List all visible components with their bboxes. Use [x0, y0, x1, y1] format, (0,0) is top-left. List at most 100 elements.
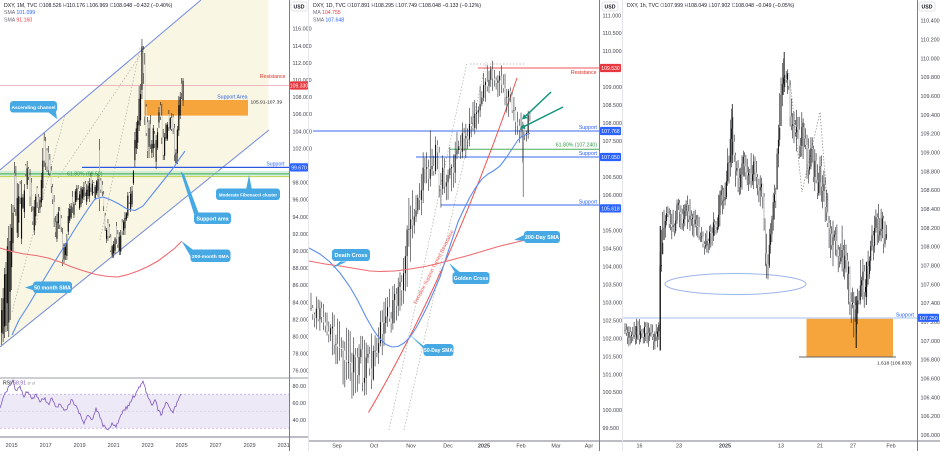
svg-text:78.000: 78.000 [293, 352, 310, 358]
svg-text:MA 104.755: MA 104.755 [313, 10, 341, 16]
svg-text:106.000: 106.000 [293, 112, 313, 118]
svg-text:106.400: 106.400 [921, 395, 940, 401]
svg-text:106.000: 106.000 [921, 433, 940, 439]
svg-text:108.400: 108.400 [921, 207, 940, 213]
svg-text:Golden Cross: Golden Cross [454, 276, 489, 282]
svg-text:100.500: 100.500 [603, 390, 623, 396]
svg-text:2029: 2029 [244, 443, 256, 449]
svg-text:Oct: Oct [370, 444, 379, 450]
svg-text:200-Day SMA: 200-Day SMA [525, 235, 559, 241]
svg-text:RSI 58.91 ⌀ ⌀: RSI 58.91 ⌀ ⌀ [3, 381, 35, 387]
svg-text:106.200: 106.200 [921, 414, 940, 420]
svg-text:2027: 2027 [210, 443, 222, 449]
svg-text:DXY, 1M, TVC O108.526 H110.176: DXY, 1M, TVC O108.526 H110.176 L106.969 … [4, 3, 172, 9]
svg-text:111.000: 111.000 [603, 13, 622, 19]
svg-text:108.000: 108.000 [293, 95, 313, 101]
svg-text:60.00: 60.00 [293, 401, 307, 407]
svg-text:Sep: Sep [332, 444, 342, 450]
svg-text:USD: USD [605, 5, 616, 11]
svg-text:84.000: 84.000 [293, 300, 310, 306]
svg-text:102.000: 102.000 [293, 146, 313, 152]
svg-text:108.200: 108.200 [921, 226, 940, 232]
svg-text:109.530: 109.530 [601, 66, 620, 72]
svg-text:USD: USD [922, 5, 933, 11]
svg-text:101.500: 101.500 [603, 354, 623, 360]
svg-text:Resistance: Resistance [260, 74, 286, 80]
svg-text:Support area: Support area [197, 216, 229, 222]
svg-text:80.000: 80.000 [293, 335, 310, 341]
svg-text:50-Day SMA: 50-Day SMA [424, 348, 453, 354]
svg-text:107.500: 107.500 [603, 139, 623, 145]
svg-text:104.500: 104.500 [603, 247, 623, 253]
svg-text:109.600: 109.600 [921, 94, 940, 100]
svg-text:104.000: 104.000 [293, 129, 313, 135]
svg-text:108.600: 108.600 [921, 188, 940, 194]
svg-text:27: 27 [850, 444, 856, 450]
svg-text:103.000: 103.000 [603, 301, 623, 307]
svg-text:82.000: 82.000 [293, 317, 310, 323]
svg-text:104.000: 104.000 [603, 265, 623, 271]
svg-text:105.000: 105.000 [603, 229, 623, 235]
svg-text:108.000: 108.000 [603, 121, 623, 127]
svg-text:Resistance: Resistance [571, 70, 597, 76]
svg-text:108.500: 108.500 [603, 103, 623, 109]
svg-text:107.000: 107.000 [921, 339, 940, 345]
svg-text:105.618: 105.618 [601, 207, 620, 213]
svg-text:Death Cross: Death Cross [335, 253, 368, 259]
svg-text:2017: 2017 [40, 443, 52, 449]
svg-text:109.000: 109.000 [603, 85, 623, 91]
svg-text:2025: 2025 [478, 444, 490, 450]
svg-text:107.768: 107.768 [601, 129, 620, 135]
svg-text:109.200: 109.200 [921, 132, 940, 138]
svg-text:88.000: 88.000 [293, 266, 310, 272]
svg-text:107.050: 107.050 [601, 155, 620, 161]
svg-text:Mar: Mar [551, 444, 560, 450]
svg-text:107.800: 107.800 [921, 264, 940, 270]
svg-text:109.000: 109.000 [921, 151, 940, 157]
svg-text:DXY, 1D, TVC O107.891 H108.295: DXY, 1D, TVC O107.891 H108.295 L107.749 … [313, 3, 481, 9]
svg-text:1.618 (106.833): 1.618 (106.833) [877, 361, 912, 367]
svg-text:Feb: Feb [516, 444, 525, 450]
svg-text:2019: 2019 [74, 443, 86, 449]
svg-text:23: 23 [676, 444, 682, 450]
svg-text:2025: 2025 [719, 444, 731, 450]
svg-text:110.500: 110.500 [603, 31, 622, 37]
svg-text:SMA 91.160: SMA 91.160 [4, 17, 32, 23]
svg-text:13: 13 [778, 444, 784, 450]
svg-text:99.670: 99.670 [291, 166, 307, 172]
svg-text:Support Area: Support Area [217, 94, 247, 100]
svg-text:2023: 2023 [142, 443, 154, 449]
svg-text:61.80% (107.240): 61.80% (107.240) [556, 142, 598, 148]
svg-text:Moderate Fibonacci cluster: Moderate Fibonacci cluster [219, 192, 278, 197]
svg-text:Support: Support [579, 125, 598, 131]
svg-text:USD: USD [294, 5, 305, 11]
svg-text:99.500: 99.500 [603, 426, 620, 432]
svg-text:86.000: 86.000 [293, 283, 310, 289]
svg-text:80.00: 80.00 [293, 384, 307, 390]
svg-text:2015: 2015 [6, 443, 18, 449]
svg-text:107.250: 107.250 [919, 316, 938, 322]
svg-text:2025: 2025 [176, 443, 188, 449]
svg-text:92.000: 92.000 [293, 232, 310, 238]
svg-text:110.000: 110.000 [603, 49, 622, 55]
svg-text:102.000: 102.000 [603, 336, 623, 342]
svg-text:Support: Support [579, 151, 598, 157]
svg-text:98.000: 98.000 [293, 181, 310, 187]
svg-text:106.500: 106.500 [603, 175, 623, 181]
svg-text:110.400: 110.400 [921, 19, 940, 25]
svg-text:109.330: 109.330 [290, 84, 309, 90]
svg-text:Feb: Feb [886, 444, 895, 450]
svg-text:110.000: 110.000 [921, 56, 940, 62]
svg-text:96.000: 96.000 [293, 198, 310, 204]
svg-text:106.600: 106.600 [921, 377, 940, 383]
svg-text:21: 21 [817, 444, 823, 450]
svg-text:94.000: 94.000 [293, 215, 310, 221]
svg-text:109.400: 109.400 [921, 113, 940, 119]
svg-text:DXY, 1h, TVC O107.999 H108.049: DXY, 1h, TVC O107.999 H108.049 L107.902 … [627, 3, 794, 9]
svg-text:101.000: 101.000 [603, 372, 623, 378]
svg-text:107.400: 107.400 [921, 301, 940, 307]
svg-text:2021: 2021 [108, 443, 120, 449]
svg-text:40.00: 40.00 [293, 418, 307, 424]
svg-text:90.000: 90.000 [293, 249, 310, 255]
svg-text:200-month SMA: 200-month SMA [192, 254, 229, 260]
